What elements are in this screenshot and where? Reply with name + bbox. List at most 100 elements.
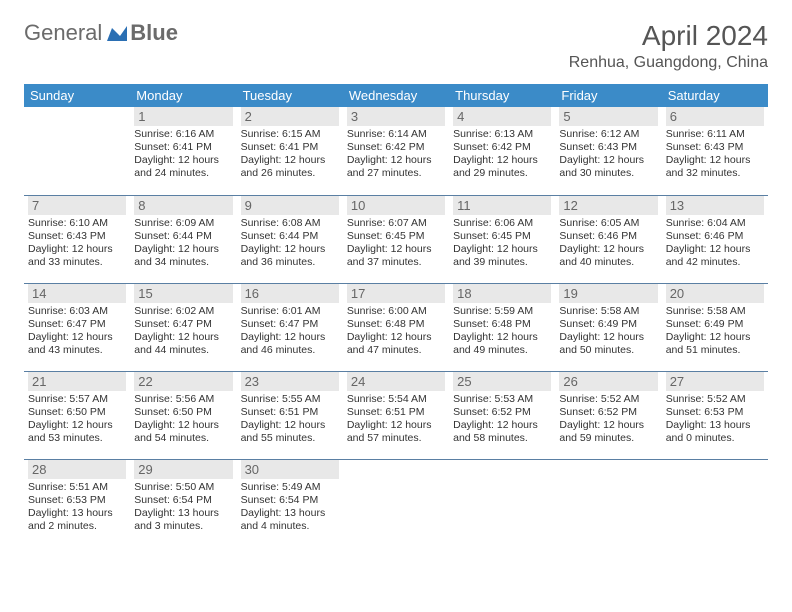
day-cell: 13Sunrise: 6:04 AMSunset: 6:46 PMDayligh… bbox=[662, 195, 768, 283]
empty-day-cell bbox=[24, 107, 130, 195]
day-number: 9 bbox=[241, 196, 339, 215]
day-details: Sunrise: 6:15 AMSunset: 6:41 PMDaylight:… bbox=[241, 128, 339, 181]
day-number: 12 bbox=[559, 196, 657, 215]
logo-text-blue: Blue bbox=[130, 20, 178, 46]
day-number: 25 bbox=[453, 372, 551, 391]
day-number: 18 bbox=[453, 284, 551, 303]
day-cell: 15Sunrise: 6:02 AMSunset: 6:47 PMDayligh… bbox=[130, 283, 236, 371]
day-details: Sunrise: 6:14 AMSunset: 6:42 PMDaylight:… bbox=[347, 128, 445, 181]
day-cell: 19 Sunrise: 5:58 AMSunset: 6:49 PMDayligh… bbox=[555, 283, 661, 371]
day-details: Sunrise: 6:06 AMSunset: 6:45 PMDaylight:… bbox=[453, 217, 551, 270]
day-number: 10 bbox=[347, 196, 445, 215]
day-details: Sunrise: 5:51 AMSunset: 6:53 PMDaylight:… bbox=[28, 481, 126, 534]
day-number: 30 bbox=[241, 460, 339, 479]
calendar-table: Sunday Monday Tuesday Wednesday Thursday… bbox=[24, 84, 768, 547]
day-number: 5 bbox=[559, 107, 657, 126]
day-cell: 24Sunrise: 5:54 AMSunset: 6:51 PMDayligh… bbox=[343, 371, 449, 459]
day-details: Sunrise: 5:52 AMSunset: 6:53 PMDaylight:… bbox=[666, 393, 764, 446]
day-number: 29 bbox=[134, 460, 232, 479]
day-cell: 17 Sunrise: 6:00 AMSunset: 6:48 PMDayligh… bbox=[343, 283, 449, 371]
flag-icon bbox=[106, 24, 128, 42]
day-cell: 28 Sunrise: 5:51 AMSunset: 6:53 PMDayligh… bbox=[24, 459, 130, 547]
day-number: 3 bbox=[347, 107, 445, 126]
day-details: Sunrise: 5:58 AMSunset: 6:49 PMDaylight:… bbox=[666, 305, 764, 358]
day-details: Sunrise: 6:10 AMSunset: 6:43 PMDaylight:… bbox=[28, 217, 126, 270]
day-details: Sunrise: 6:01 AMSunset: 6:47 PMDaylight:… bbox=[241, 305, 339, 358]
day-cell: 23Sunrise: 5:55 AMSunset: 6:51 PMDayligh… bbox=[237, 371, 343, 459]
day-number: 17 bbox=[347, 284, 445, 303]
day-cell: 25Sunrise: 5:53 AMSunset: 6:52 PMDayligh… bbox=[449, 371, 555, 459]
day-number: 2 bbox=[241, 107, 339, 126]
empty-day-cell bbox=[555, 459, 661, 547]
day-number: 19 bbox=[559, 284, 657, 303]
calendar-week-row: 28 Sunrise: 5:51 AMSunset: 6:53 PMDayligh… bbox=[24, 459, 768, 547]
day-cell: 18 Sunrise: 5:59 AMSunset: 6:48 PMDayligh… bbox=[449, 283, 555, 371]
calendar-week-row: 21Sunrise: 5:57 AMSunset: 6:50 PMDayligh… bbox=[24, 371, 768, 459]
day-details: Sunrise: 5:49 AMSunset: 6:54 PMDaylight:… bbox=[241, 481, 339, 534]
calendar-body: 1Sunrise: 6:16 AMSunset: 6:41 PMDaylight… bbox=[24, 107, 768, 547]
day-cell: 16Sunrise: 6:01 AMSunset: 6:47 PMDayligh… bbox=[237, 283, 343, 371]
day-details: Sunrise: 6:12 AMSunset: 6:43 PMDaylight:… bbox=[559, 128, 657, 181]
empty-day-cell bbox=[343, 459, 449, 547]
day-number: 27 bbox=[666, 372, 764, 391]
day-number: 14 bbox=[28, 284, 126, 303]
calendar-week-row: 1Sunrise: 6:16 AMSunset: 6:41 PMDaylight… bbox=[24, 107, 768, 195]
day-cell: 21Sunrise: 5:57 AMSunset: 6:50 PMDayligh… bbox=[24, 371, 130, 459]
month-title: April 2024 bbox=[569, 20, 768, 52]
day-details: Sunrise: 5:55 AMSunset: 6:51 PMDaylight:… bbox=[241, 393, 339, 446]
day-number: 4 bbox=[453, 107, 551, 126]
day-cell: 1Sunrise: 6:16 AMSunset: 6:41 PMDaylight… bbox=[130, 107, 236, 195]
day-cell: 22 Sunrise: 5:56 AMSunset: 6:50 PMDayligh… bbox=[130, 371, 236, 459]
location: Renhua, Guangdong, China bbox=[569, 54, 768, 72]
weekday-header: Saturday bbox=[662, 84, 768, 107]
day-cell: 7 Sunrise: 6:10 AMSunset: 6:43 PMDaylight… bbox=[24, 195, 130, 283]
day-number: 8 bbox=[134, 196, 232, 215]
day-cell: 27 Sunrise: 5:52 AMSunset: 6:53 PMDayligh… bbox=[662, 371, 768, 459]
day-cell: 26 Sunrise: 5:52 AMSunset: 6:52 PMDayligh… bbox=[555, 371, 661, 459]
day-cell: 29 Sunrise: 5:50 AMSunset: 6:54 PMDayligh… bbox=[130, 459, 236, 547]
empty-day-cell bbox=[662, 459, 768, 547]
day-cell: 30 Sunrise: 5:49 AMSunset: 6:54 PMDayligh… bbox=[237, 459, 343, 547]
day-cell: 12Sunrise: 6:05 AMSunset: 6:46 PMDayligh… bbox=[555, 195, 661, 283]
weekday-header: Wednesday bbox=[343, 84, 449, 107]
day-number: 22 bbox=[134, 372, 232, 391]
day-number: 20 bbox=[666, 284, 764, 303]
weekday-header: Tuesday bbox=[237, 84, 343, 107]
day-details: Sunrise: 6:11 AMSunset: 6:43 PMDaylight:… bbox=[666, 128, 764, 181]
day-details: Sunrise: 6:03 AMSunset: 6:47 PMDaylight:… bbox=[28, 305, 126, 358]
day-details: Sunrise: 6:04 AMSunset: 6:46 PMDaylight:… bbox=[666, 217, 764, 270]
day-details: Sunrise: 5:57 AMSunset: 6:50 PMDaylight:… bbox=[28, 393, 126, 446]
calendar-week-row: 7 Sunrise: 6:10 AMSunset: 6:43 PMDaylight… bbox=[24, 195, 768, 283]
day-details: Sunrise: 5:50 AMSunset: 6:54 PMDaylight:… bbox=[134, 481, 232, 534]
day-number: 15 bbox=[134, 284, 232, 303]
day-details: Sunrise: 6:07 AMSunset: 6:45 PMDaylight:… bbox=[347, 217, 445, 270]
day-cell: 2 Sunrise: 6:15 AMSunset: 6:41 PMDaylight… bbox=[237, 107, 343, 195]
weekday-header-row: Sunday Monday Tuesday Wednesday Thursday… bbox=[24, 84, 768, 107]
day-details: Sunrise: 5:54 AMSunset: 6:51 PMDaylight:… bbox=[347, 393, 445, 446]
day-cell: 8 Sunrise: 6:09 AMSunset: 6:44 PMDaylight… bbox=[130, 195, 236, 283]
logo-text-general: General bbox=[24, 20, 102, 46]
empty-day-cell bbox=[449, 459, 555, 547]
weekday-header: Thursday bbox=[449, 84, 555, 107]
day-details: Sunrise: 6:13 AMSunset: 6:42 PMDaylight:… bbox=[453, 128, 551, 181]
day-number: 26 bbox=[559, 372, 657, 391]
day-details: Sunrise: 5:59 AMSunset: 6:48 PMDaylight:… bbox=[453, 305, 551, 358]
day-details: Sunrise: 6:08 AMSunset: 6:44 PMDaylight:… bbox=[241, 217, 339, 270]
weekday-header: Sunday bbox=[24, 84, 130, 107]
day-cell: 5 Sunrise: 6:12 AMSunset: 6:43 PMDaylight… bbox=[555, 107, 661, 195]
day-details: Sunrise: 6:00 AMSunset: 6:48 PMDaylight:… bbox=[347, 305, 445, 358]
day-cell: 9 Sunrise: 6:08 AMSunset: 6:44 PMDaylight… bbox=[237, 195, 343, 283]
day-details: Sunrise: 5:58 AMSunset: 6:49 PMDaylight:… bbox=[559, 305, 657, 358]
day-number: 28 bbox=[28, 460, 126, 479]
day-details: Sunrise: 6:16 AMSunset: 6:41 PMDaylight:… bbox=[134, 128, 232, 181]
day-cell: 11 Sunrise: 6:06 AMSunset: 6:45 PMDayligh… bbox=[449, 195, 555, 283]
day-cell: 4 Sunrise: 6:13 AMSunset: 6:42 PMDaylight… bbox=[449, 107, 555, 195]
day-number: 7 bbox=[28, 196, 126, 215]
logo: General Blue bbox=[24, 20, 178, 46]
day-number: 11 bbox=[453, 196, 551, 215]
day-details: Sunrise: 5:52 AMSunset: 6:52 PMDaylight:… bbox=[559, 393, 657, 446]
day-details: Sunrise: 6:09 AMSunset: 6:44 PMDaylight:… bbox=[134, 217, 232, 270]
day-cell: 10 Sunrise: 6:07 AMSunset: 6:45 PMDayligh… bbox=[343, 195, 449, 283]
day-details: Sunrise: 5:56 AMSunset: 6:50 PMDaylight:… bbox=[134, 393, 232, 446]
weekday-header: Friday bbox=[555, 84, 661, 107]
